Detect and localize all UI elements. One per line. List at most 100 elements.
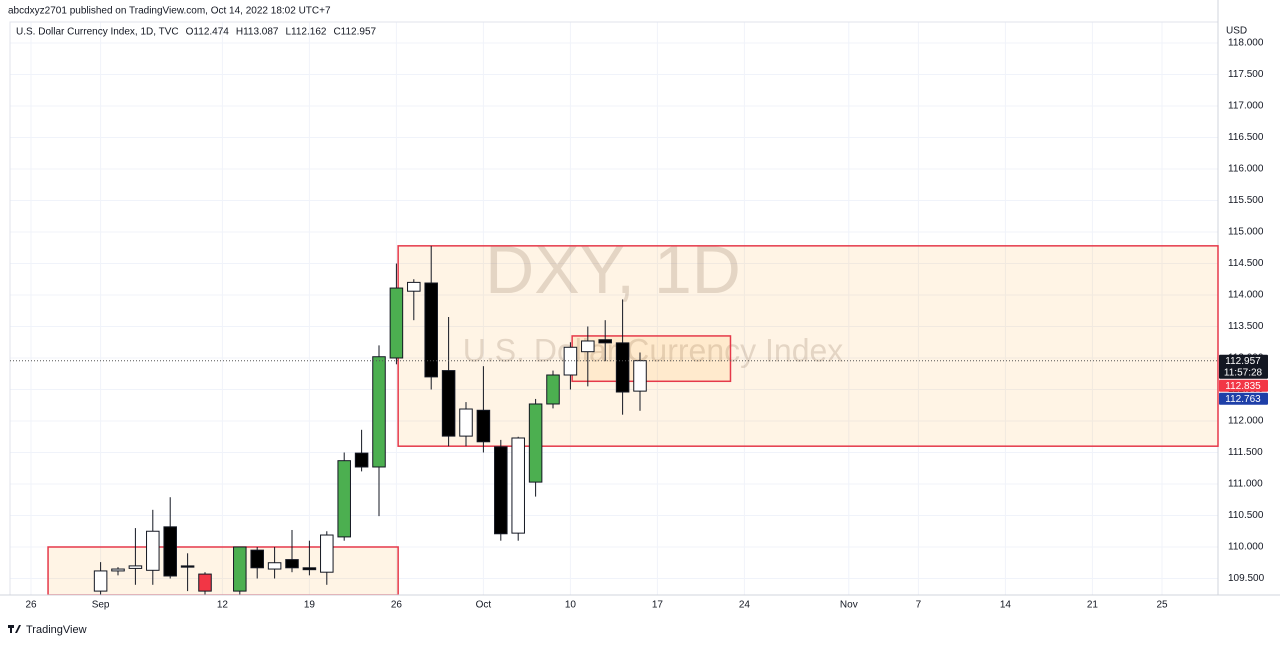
legend-text: U.S. Dollar Currency Index, 1D, TVC [16, 27, 179, 38]
axis-bg [0, 595, 1280, 645]
x-tick-label: 17 [652, 600, 664, 611]
watermark-symbol: DXY, 1D [485, 232, 741, 308]
candle-body [285, 559, 299, 569]
footer: TradingView [26, 624, 87, 636]
candle-body [250, 549, 264, 569]
zone [571, 335, 732, 383]
candle-body [424, 282, 438, 378]
candle-body [337, 460, 351, 538]
candle [563, 342, 578, 390]
currency: USD [1226, 26, 1247, 37]
candle [128, 528, 143, 585]
candle [389, 263, 404, 365]
candle-body [633, 360, 647, 392]
y-tick-label: 117.000 [1228, 101, 1264, 112]
x-tick-label: 25 [1156, 600, 1168, 611]
candle [633, 352, 647, 411]
y-tick-label: 111.500 [1228, 447, 1263, 458]
candle [93, 562, 108, 595]
candle-body [459, 408, 473, 437]
candle-body [528, 403, 543, 483]
candle-body [267, 562, 282, 570]
y-tick-label: 112.000 [1228, 416, 1264, 427]
candle-body [163, 526, 177, 577]
y-tick-label: 113.500 [1228, 321, 1264, 332]
y-tick-label: 115.000 [1228, 227, 1264, 238]
candle-body [128, 565, 143, 569]
candle [163, 497, 177, 579]
price-label-bg [1219, 392, 1268, 405]
candle-body [476, 409, 491, 443]
candle [233, 546, 247, 595]
candle [337, 452, 351, 541]
watermark-name: U.S. Dollar Currency Index [463, 332, 844, 368]
x-tick-label: Sep [92, 600, 110, 611]
y-tick-label: 110.500 [1228, 510, 1264, 521]
candle-body [198, 573, 212, 592]
candle [250, 546, 264, 579]
x-tick-label: 26 [25, 600, 37, 611]
price-label: 112.763 [1225, 394, 1261, 405]
legend-text: O112.474 [186, 27, 230, 38]
zone [397, 245, 1219, 447]
candle-body [546, 374, 560, 405]
y-tick-label: 111.000 [1228, 479, 1263, 490]
candle [267, 546, 282, 579]
candle-body [563, 346, 578, 376]
candle-body [511, 437, 525, 534]
candle [441, 317, 456, 447]
candle [476, 366, 491, 453]
y-tick-label: 116.000 [1228, 164, 1264, 175]
candle-body [598, 339, 612, 344]
y-tick-label: 109.500 [1228, 573, 1265, 584]
candle-body [441, 370, 456, 437]
candle-body [494, 446, 508, 535]
price-label-bg [1219, 379, 1268, 392]
price-countdown: 11:57:28 [1224, 367, 1263, 378]
candle [494, 439, 508, 541]
y-tick-label: 115.500 [1228, 195, 1264, 206]
candle [528, 398, 543, 497]
candle [511, 436, 525, 541]
x-tick-label: 24 [739, 600, 751, 611]
y-tick-label: 116.500 [1228, 132, 1264, 143]
candle [581, 326, 595, 387]
price-label: 112.835 [1225, 381, 1261, 392]
candle-body [111, 568, 125, 572]
x-tick-label: Nov [840, 600, 858, 611]
x-tick-label: 26 [391, 600, 403, 611]
candle-body [615, 342, 630, 393]
x-tick-label: 10 [565, 600, 577, 611]
candle-body [354, 452, 369, 468]
candle-body [146, 530, 160, 571]
candle [198, 572, 212, 595]
y-tick-label: 114.000 [1228, 290, 1264, 301]
candle-body [372, 356, 386, 468]
candle-body [581, 340, 595, 353]
legend-text: L112.162 [285, 27, 326, 38]
candle [546, 370, 560, 409]
publisher: abcdxyz2701 published on TradingView.com… [8, 6, 331, 17]
x-tick-label: 19 [304, 600, 316, 611]
y-tick-label: 118.000 [1228, 38, 1264, 49]
footer-logo [8, 625, 21, 633]
candle-body [302, 567, 317, 571]
candle-body [389, 287, 404, 359]
candle [111, 567, 125, 576]
legend-text: H113.087 [236, 27, 279, 38]
candle [459, 402, 473, 447]
x-tick-label: 12 [217, 600, 229, 611]
price-label-bg [1219, 354, 1268, 379]
x-tick-label: 7 [916, 600, 922, 611]
x-tick-label: 14 [1000, 600, 1012, 611]
y-tick-label: 110.000 [1228, 542, 1264, 553]
candle-body [407, 281, 421, 292]
candle [302, 540, 317, 576]
x-tick-label: Oct [476, 600, 492, 611]
candle [407, 279, 421, 321]
candle-body [93, 570, 108, 592]
candle [146, 509, 160, 585]
